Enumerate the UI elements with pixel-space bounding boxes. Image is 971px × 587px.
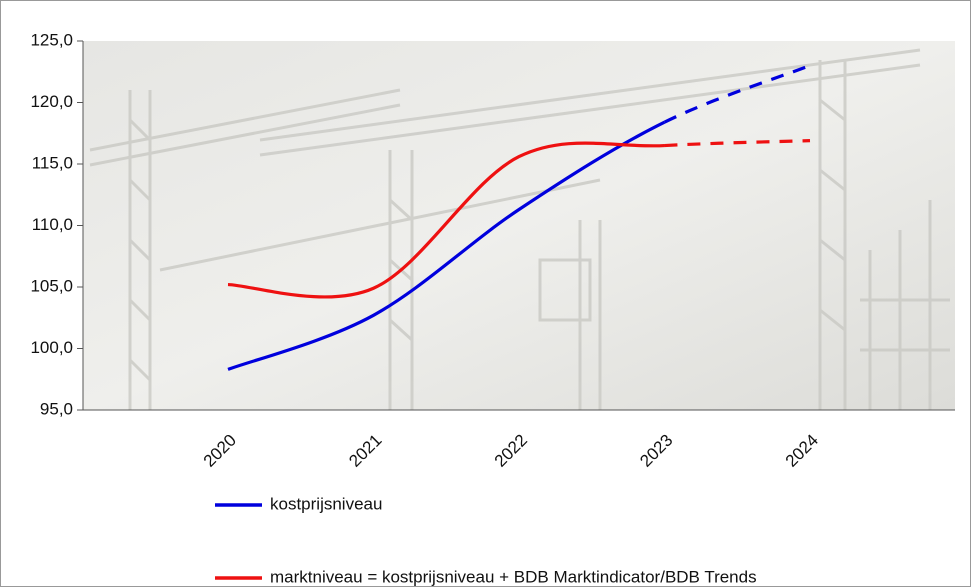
- y-tick-label: 105,0: [30, 276, 73, 295]
- legend-label: marktniveau = kostprijsniveau + BDB Mark…: [270, 567, 757, 586]
- y-tick-label: 115,0: [32, 153, 73, 172]
- y-tick-label: 125,0: [30, 30, 73, 49]
- legend-label: kostprijsniveau: [270, 494, 382, 513]
- y-tick-label: 100,0: [30, 338, 73, 357]
- chart: 95,0100,0105,0110,0115,0120,0125,0202020…: [0, 0, 971, 587]
- y-tick-label: 95,0: [40, 399, 73, 418]
- page: {"chart_data": { "type": "line", "catego…: [0, 0, 971, 587]
- y-tick-label: 120,0: [30, 92, 73, 111]
- background-photo: [83, 41, 955, 410]
- y-tick-label: 110,0: [32, 215, 73, 234]
